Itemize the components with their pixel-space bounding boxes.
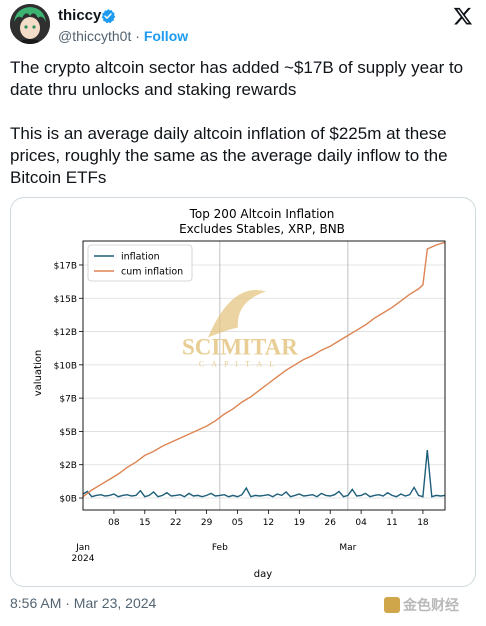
x-tick-label: 11 — [386, 518, 397, 528]
separator-dot: · — [135, 28, 140, 44]
x-tick-label: 19 — [294, 518, 306, 528]
x-tick-label: 08 — [108, 518, 120, 528]
legend-label: inflation — [121, 252, 160, 263]
y-tick-label: $12B — [54, 328, 77, 338]
x-tick-label: 04 — [355, 518, 367, 528]
chart-image-card[interactable]: Top 200 Altcoin Inflation Excludes Stabl… — [10, 197, 476, 587]
y-tick-label: $15B — [54, 295, 77, 305]
avatar[interactable] — [10, 4, 50, 44]
year-label: 2024 — [72, 554, 95, 564]
site-watermark: 金色财经 — [384, 595, 459, 615]
x-tick-label: 15 — [139, 518, 150, 528]
follow-button[interactable]: Follow — [143, 28, 189, 44]
watermark-brand-sub: CAPITAL — [199, 360, 281, 369]
tweet-paragraph: This is an average daily altcoin inflati… — [10, 124, 448, 187]
y-axis-label: valuation — [33, 350, 44, 396]
x-logo-icon[interactable] — [453, 6, 473, 26]
author-name[interactable]: thiccy — [58, 7, 102, 24]
tweet-text: The crypto altcoin sector has added ~$17… — [10, 57, 480, 189]
y-tick-label: $7B — [59, 395, 77, 405]
x-tick-label: 26 — [324, 518, 336, 528]
verified-badge-icon — [101, 9, 116, 24]
chart: Top 200 Altcoin Inflation Excludes Stabl… — [33, 207, 446, 580]
x-tick-label: 12 — [263, 518, 274, 528]
watermark-sword-icon — [207, 290, 266, 338]
plot-frame — [82, 240, 446, 511]
watermark-brand: SCIMITAR — [182, 335, 298, 360]
y-tick-label: $17B — [54, 261, 77, 271]
tweet-paragraph: The crypto altcoin sector has added ~$17… — [10, 58, 464, 99]
anime-avatar-icon — [10, 4, 50, 44]
author-handle[interactable]: @thiccyth0t — [58, 28, 132, 44]
watermark-logo-icon — [384, 597, 400, 613]
month-label: Feb — [212, 543, 228, 553]
y-tick-label: $2B — [59, 461, 77, 471]
legend-box — [87, 244, 193, 282]
handle-row: @thiccyth0t · Follow — [58, 28, 188, 44]
series-line-cum-inflation — [82, 241, 446, 498]
chart-title: Top 200 Altcoin Inflation — [189, 207, 335, 221]
y-tick-label: $0B — [59, 495, 77, 505]
y-tick-label: $10B — [54, 361, 77, 371]
x-tick-label: 22 — [170, 518, 181, 528]
watermark-text: 金色财经 — [403, 597, 459, 613]
month-label: Mar — [339, 543, 356, 553]
x-axis-label: day — [254, 569, 272, 580]
series-line-inflation — [82, 450, 446, 498]
x-tick-label: 29 — [201, 518, 213, 528]
month-label: Jan — [75, 543, 90, 553]
x-tick-label: 05 — [232, 518, 243, 528]
timestamp[interactable]: 8:56 AM · Mar 23, 2024 — [10, 595, 157, 611]
y-tick-label: $5B — [59, 428, 77, 438]
x-tick-label: 18 — [417, 518, 429, 528]
chart-subtitle: Excludes Stables, XRP, BNB — [179, 222, 345, 236]
legend-label: cum inflation — [121, 267, 183, 278]
